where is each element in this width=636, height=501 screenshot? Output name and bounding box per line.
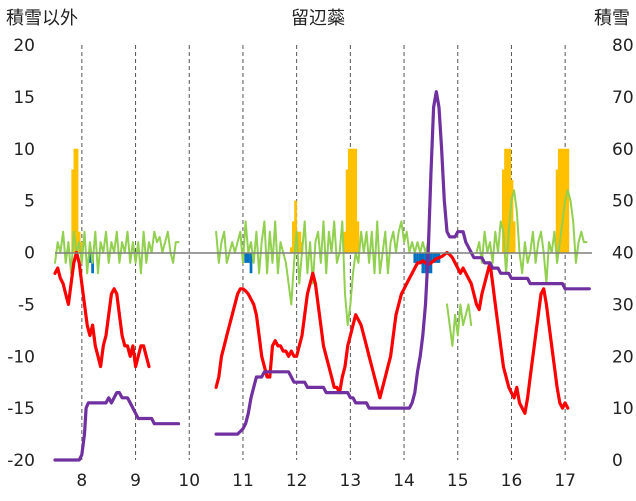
- left-tick-label: 20: [13, 36, 35, 56]
- chart-title: 留辺蘂: [291, 8, 345, 29]
- right-tick-label: 60: [612, 140, 634, 160]
- precipitation-bar: [350, 148, 353, 253]
- precipitation-bar: [566, 148, 570, 253]
- snow_depth-line: [53, 391, 181, 462]
- x-tick-label: 14: [393, 471, 415, 491]
- precipitation-bar: [73, 148, 77, 253]
- sunshine_deficit-bar: [413, 252, 417, 263]
- precipitation-bar: [347, 148, 351, 253]
- left-axis-title: 積雪以外: [6, 8, 78, 29]
- sunshine_deficit-bar: [246, 252, 250, 263]
- wind-line: [215, 220, 430, 327]
- temperature-line: [53, 250, 151, 369]
- x-tick-label: 15: [447, 471, 469, 491]
- x-tick-label: 11: [232, 471, 254, 491]
- precipitation-bar: [75, 148, 79, 253]
- left-tick-label: -20: [7, 451, 35, 471]
- precipitation-bar: [356, 221, 360, 253]
- x-tick-label: 16: [501, 471, 523, 491]
- left-tick-label: -5: [18, 295, 35, 315]
- x-tick-label: 8: [76, 471, 87, 491]
- line-layer: [53, 90, 591, 462]
- sunshine_deficit-bar: [88, 252, 92, 263]
- precipitation-bar: [354, 148, 358, 253]
- precipitation-bar: [555, 169, 559, 253]
- precipitation-bar: [80, 242, 84, 253]
- right-tick-label: 80: [612, 36, 634, 56]
- tick-labels: 8 9 10 11 12 13 14 15 16 1720151050-5-10-15-20807…: [7, 36, 633, 491]
- precipitation-bar: [506, 148, 510, 253]
- left-tick-label: 15: [13, 88, 35, 108]
- x-tick-label: 10: [178, 471, 200, 491]
- right-tick-label: 70: [612, 88, 634, 108]
- right-tick-label: 0: [612, 451, 623, 471]
- right-tick-label: 40: [612, 244, 634, 264]
- left-tick-label: -10: [7, 347, 35, 367]
- gridlines: [81, 45, 566, 460]
- left-tick-label: 5: [24, 192, 35, 212]
- wind-line: [475, 189, 588, 285]
- precipitation-bar: [502, 169, 505, 253]
- x-tick-label: 13: [340, 471, 362, 491]
- right-tick-label: 50: [612, 192, 634, 212]
- x-tick-label: 12: [286, 471, 308, 491]
- snow_depth-line: [214, 90, 591, 436]
- right-axis-title: 積雪: [594, 8, 630, 29]
- sunshine_deficit-bar: [432, 252, 435, 263]
- precipitation-bar: [352, 148, 355, 253]
- precipitation-bar: [345, 169, 349, 253]
- right-tick-label: 30: [612, 295, 634, 315]
- x-tick-label: 9: [130, 471, 141, 491]
- precipitation-bar: [557, 148, 561, 253]
- sunshine_deficit-bar: [418, 252, 422, 263]
- precipitation-bar: [292, 221, 295, 253]
- wind-line: [446, 303, 473, 347]
- wind-line: [54, 230, 180, 275]
- precipitation-bar: [512, 221, 516, 253]
- sunshine_deficit-bar: [421, 252, 425, 274]
- sunshine_deficit-bar: [249, 252, 253, 274]
- temperature-line: [214, 250, 570, 415]
- precipitation-bar: [71, 169, 75, 253]
- right-tick-label: 20: [612, 347, 634, 367]
- sunshine_deficit-bar: [416, 252, 419, 263]
- precipitation-bar: [560, 148, 563, 253]
- precipitation-bar: [294, 200, 297, 253]
- left-tick-label: 0: [24, 244, 35, 264]
- right-tick-label: 10: [612, 399, 634, 419]
- precipitation-bar: [508, 148, 512, 253]
- left-tick-label: -15: [7, 399, 35, 419]
- left-tick-label: 10: [13, 140, 35, 160]
- precipitation-bar: [298, 231, 302, 253]
- precipitation-bar: [289, 247, 293, 253]
- precipitation-bar: [343, 231, 347, 253]
- precipitation-bar: [504, 148, 507, 253]
- sunshine_deficit-bar: [244, 252, 248, 263]
- x-tick-label: 17: [554, 471, 576, 491]
- precipitation-bar: [510, 179, 514, 253]
- precipitation-bar: [562, 148, 565, 253]
